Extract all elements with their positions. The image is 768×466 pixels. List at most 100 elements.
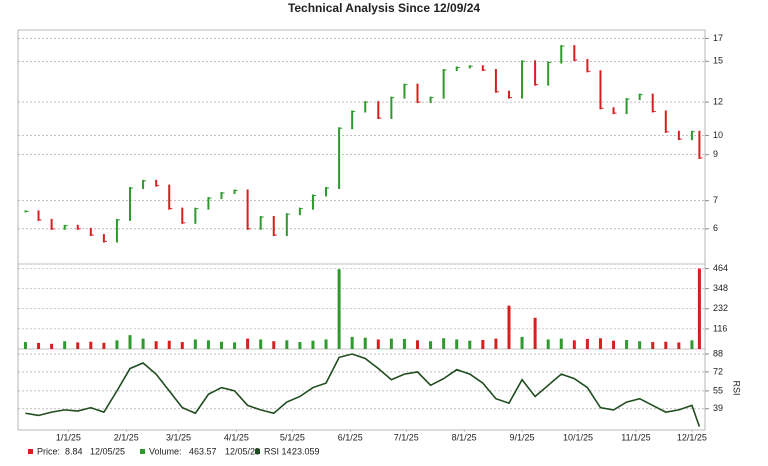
price-bar bbox=[698, 130, 701, 159]
price-bar bbox=[155, 179, 158, 187]
y-tick-label: 116 bbox=[713, 323, 727, 333]
y-tick-label: 464 bbox=[713, 263, 728, 273]
x-tick-label: 9/1/25 bbox=[510, 432, 535, 442]
x-tick-label: 6/1/25 bbox=[338, 432, 363, 442]
volume-bar bbox=[598, 338, 602, 349]
rsi-line bbox=[25, 353, 701, 427]
volume-bar bbox=[37, 342, 41, 349]
x-tick-label: 1/1/25 bbox=[56, 432, 81, 442]
x-tick-label: 10/1/25 bbox=[563, 432, 593, 442]
price-bar bbox=[494, 69, 497, 93]
price-bar bbox=[76, 224, 79, 230]
price-bar bbox=[390, 96, 393, 120]
price-bar bbox=[272, 216, 275, 237]
volume-bar bbox=[23, 342, 27, 349]
price-bar bbox=[63, 224, 66, 230]
price-bar bbox=[468, 65, 471, 69]
volume-bar bbox=[337, 269, 341, 349]
price-bar bbox=[207, 197, 210, 210]
y-tick-label: 348 bbox=[713, 283, 728, 293]
price-bar bbox=[194, 207, 197, 224]
volume-bar bbox=[559, 338, 563, 349]
volume-bar bbox=[677, 342, 681, 349]
price-bar bbox=[129, 187, 132, 221]
legend-label: RSI 14: bbox=[264, 446, 294, 456]
price-bar bbox=[246, 189, 249, 230]
volume-bar bbox=[389, 338, 393, 349]
chart-title: Technical Analysis Since 12/09/24 bbox=[288, 1, 480, 15]
price-bar bbox=[547, 61, 550, 86]
legend-date: 12/05/25 bbox=[225, 446, 260, 456]
price-bar bbox=[325, 187, 328, 197]
y-tick-label: 6 bbox=[713, 223, 718, 233]
volume-bar bbox=[350, 336, 354, 349]
rsi-axis-label: RSI bbox=[732, 380, 742, 395]
price-bar bbox=[403, 83, 406, 99]
price-bar bbox=[168, 184, 171, 210]
legend-value: 23.059 bbox=[292, 446, 320, 456]
volume-bar bbox=[76, 342, 80, 349]
price-bar bbox=[50, 218, 53, 230]
volume-bar bbox=[429, 341, 433, 349]
volume-bar bbox=[141, 338, 145, 349]
volume-bar bbox=[468, 340, 472, 349]
volume-bar bbox=[481, 339, 485, 349]
price-bar bbox=[351, 110, 354, 130]
legend-label: Price: bbox=[37, 446, 60, 456]
price-bar bbox=[416, 83, 419, 104]
price-bar bbox=[181, 207, 184, 224]
x-tick-label: 8/1/25 bbox=[452, 432, 477, 442]
volume-bar bbox=[219, 341, 223, 349]
volume-bar bbox=[154, 341, 158, 349]
price-bar bbox=[37, 210, 40, 221]
price-bar bbox=[442, 69, 445, 99]
volume-bar bbox=[89, 341, 93, 349]
y-tick-label: 9 bbox=[713, 149, 718, 159]
price-bar bbox=[220, 191, 223, 200]
volume-bar bbox=[63, 341, 67, 349]
volume-bar bbox=[193, 339, 197, 349]
volume-bar bbox=[285, 340, 289, 349]
volume-bar bbox=[612, 340, 616, 349]
price-bar bbox=[625, 98, 628, 115]
volume-bar bbox=[507, 305, 511, 349]
price-bar bbox=[507, 90, 510, 99]
price-bar bbox=[89, 227, 92, 237]
price-bar bbox=[638, 93, 641, 101]
volume-bar bbox=[416, 340, 420, 349]
price-bar bbox=[573, 45, 576, 62]
price-bar bbox=[455, 66, 458, 72]
volume-bar bbox=[697, 268, 701, 349]
x-tick-label: 11/1/25 bbox=[621, 432, 650, 442]
price-bar bbox=[259, 216, 262, 230]
legend-swatch bbox=[140, 449, 145, 454]
volume-bar bbox=[259, 339, 263, 349]
volume-bar bbox=[363, 337, 367, 349]
price-bar bbox=[364, 101, 367, 113]
price-bar bbox=[664, 110, 667, 133]
price-bar bbox=[586, 59, 589, 73]
y-tick-label: 72 bbox=[713, 366, 723, 376]
volume-bar bbox=[664, 341, 668, 349]
price-bar bbox=[690, 130, 693, 141]
y-tick-label: 232 bbox=[713, 303, 728, 313]
price-bar bbox=[599, 70, 602, 110]
volume-bar bbox=[324, 339, 328, 349]
y-tick-label: 39 bbox=[713, 403, 723, 413]
price-bar bbox=[521, 60, 524, 99]
volume-bar bbox=[376, 339, 380, 349]
x-tick-label: 5/1/25 bbox=[280, 432, 305, 442]
volume-bar bbox=[233, 342, 237, 349]
legend-swatch bbox=[255, 449, 260, 454]
volume-bar bbox=[272, 341, 276, 349]
price-bar bbox=[311, 194, 314, 210]
price-bar bbox=[298, 207, 301, 216]
volume-bar bbox=[206, 340, 210, 349]
plot-frame bbox=[17, 29, 706, 431]
volume-bar bbox=[167, 340, 171, 349]
volume-bar bbox=[246, 338, 250, 349]
price-bar bbox=[677, 130, 680, 141]
legend-value: 463.57 bbox=[189, 446, 217, 456]
x-tick-label: 4/1/25 bbox=[224, 432, 249, 442]
y-tick-label: 12 bbox=[713, 96, 723, 106]
